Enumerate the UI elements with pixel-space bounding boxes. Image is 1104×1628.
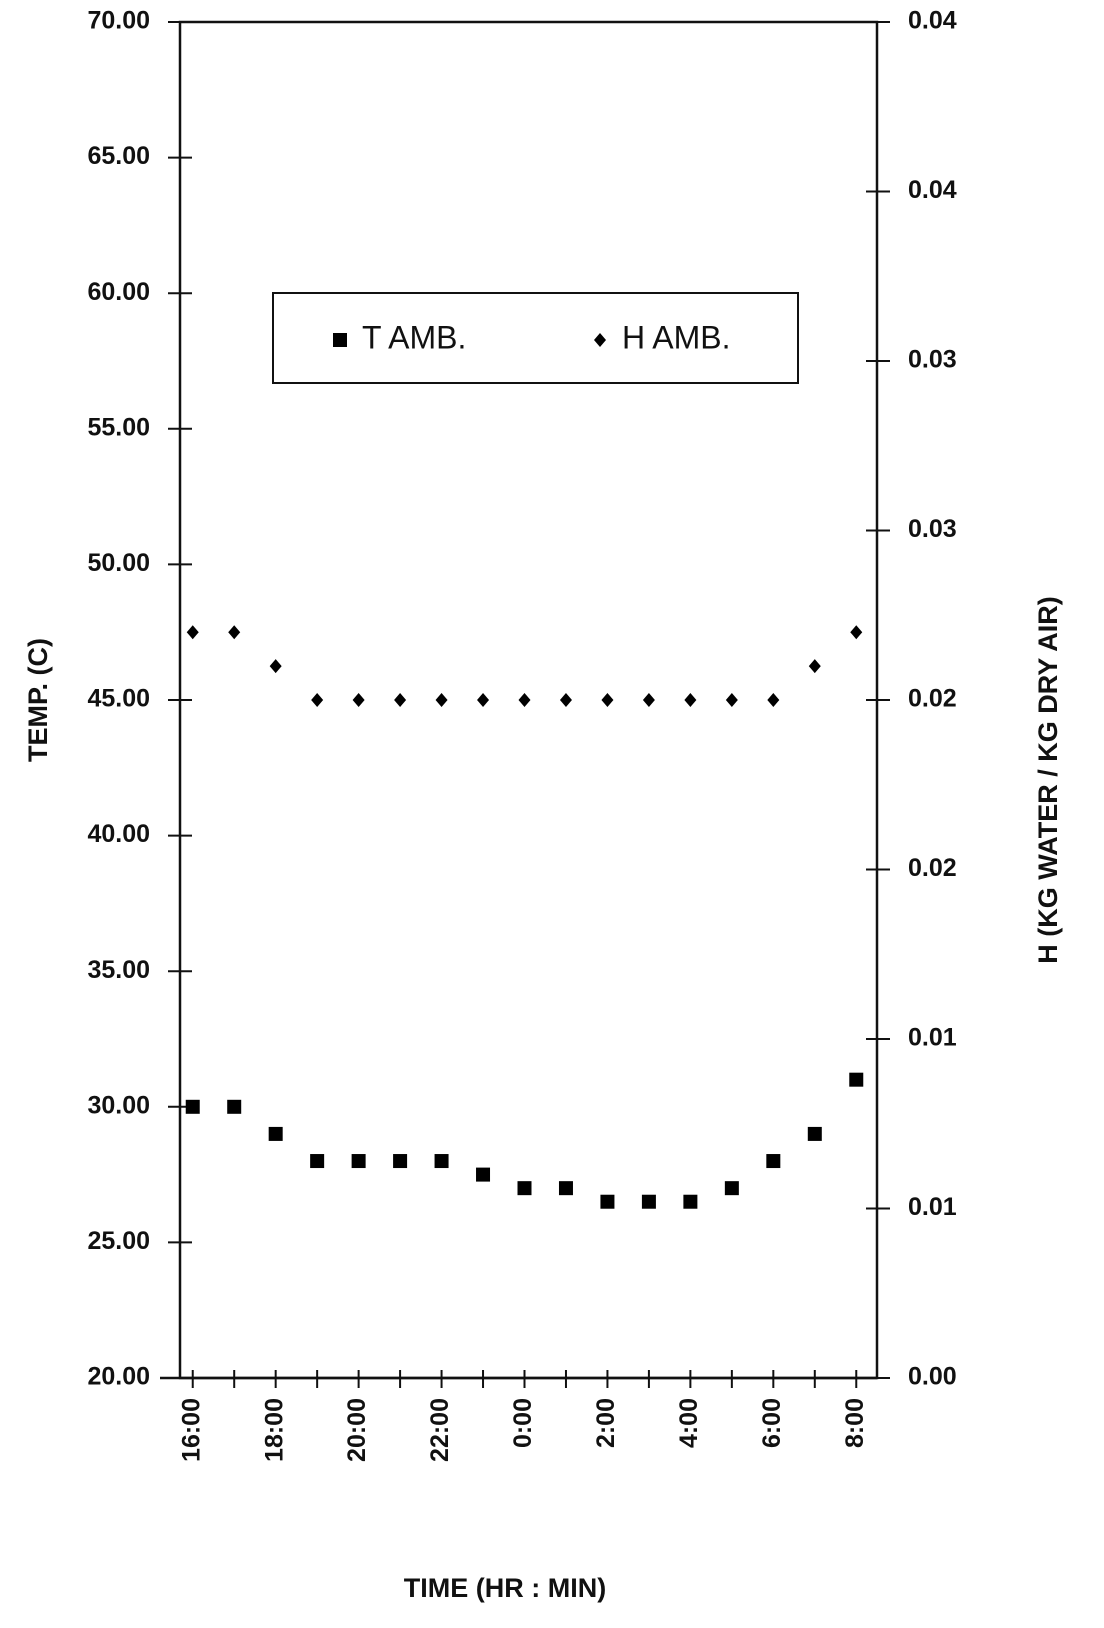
x-tick-label: 4:00 — [675, 1398, 703, 1448]
point — [228, 625, 241, 640]
point — [311, 693, 324, 707]
y-tick-label: 50.00 — [87, 549, 150, 577]
point — [807, 1126, 822, 1141]
y-tick-label: 65.00 — [87, 142, 150, 170]
legend — [272, 292, 799, 384]
point — [227, 1099, 242, 1114]
point — [394, 693, 407, 707]
y-tick-label: 30.00 — [87, 1091, 150, 1119]
x-tick-label: 18:00 — [260, 1398, 288, 1462]
legend-label: H AMB. — [622, 319, 730, 355]
point — [600, 1194, 615, 1209]
point — [849, 1072, 864, 1087]
y-tick-label: 55.00 — [87, 413, 150, 441]
point — [808, 659, 821, 674]
point — [518, 693, 531, 707]
point — [559, 693, 572, 707]
y2-tick-label: 0.01 — [908, 1024, 957, 1052]
point — [435, 693, 448, 707]
point — [558, 1181, 573, 1196]
y-tick-label: 25.00 — [87, 1227, 150, 1255]
point — [594, 333, 606, 347]
point — [517, 1181, 532, 1196]
point — [310, 1154, 325, 1169]
y2-tick-label: 0.03 — [908, 346, 957, 374]
point — [684, 693, 697, 707]
x-tick-label: 6:00 — [758, 1398, 786, 1448]
point — [333, 333, 347, 347]
point — [434, 1154, 449, 1169]
point — [268, 1126, 283, 1141]
y2-tick-label: 0.04 — [908, 176, 957, 204]
y-tick-label: 45.00 — [87, 685, 150, 713]
point — [477, 693, 490, 707]
x-tick-label: 16:00 — [177, 1398, 205, 1462]
y2-tick-label: 0.02 — [908, 854, 957, 882]
y2-tick-label: 0.00 — [908, 1363, 957, 1391]
point — [641, 1194, 656, 1209]
point — [767, 693, 780, 707]
y2-axis-title: H (KG WATER / KG DRY AIR) — [1033, 596, 1063, 964]
point — [269, 659, 282, 674]
point — [185, 1099, 200, 1114]
point — [850, 625, 863, 640]
point — [186, 625, 199, 640]
point — [766, 1154, 781, 1169]
y2-tick-label: 0.02 — [908, 685, 957, 713]
point — [724, 1181, 739, 1196]
y2-tick-label: 0.01 — [908, 1193, 957, 1221]
x-tick-label: 8:00 — [841, 1398, 869, 1448]
point — [642, 693, 655, 707]
point — [725, 693, 738, 707]
y-tick-label: 40.00 — [87, 820, 150, 848]
point — [393, 1154, 408, 1169]
x-axis-title: TIME (HR : MIN) — [404, 1573, 606, 1603]
y2-tick-label: 0.03 — [908, 515, 957, 543]
x-tick-label: 0:00 — [509, 1398, 537, 1448]
y-tick-label: 70.00 — [87, 7, 150, 35]
point — [351, 1154, 366, 1169]
x-tick-label: 2:00 — [592, 1398, 620, 1448]
y-tick-label: 60.00 — [87, 278, 150, 306]
point — [476, 1167, 491, 1182]
y-tick-label: 35.00 — [87, 956, 150, 984]
y-tick-label: 20.00 — [87, 1363, 150, 1391]
x-tick-label: 20:00 — [343, 1398, 371, 1462]
point — [352, 693, 365, 707]
y-axis-title: TEMP. (C) — [23, 638, 53, 762]
point — [683, 1194, 698, 1209]
legend-label: T AMB. — [362, 319, 466, 355]
y2-tick-label: 0.04 — [908, 7, 957, 35]
point — [601, 693, 614, 707]
x-tick-label: 22:00 — [426, 1398, 454, 1462]
